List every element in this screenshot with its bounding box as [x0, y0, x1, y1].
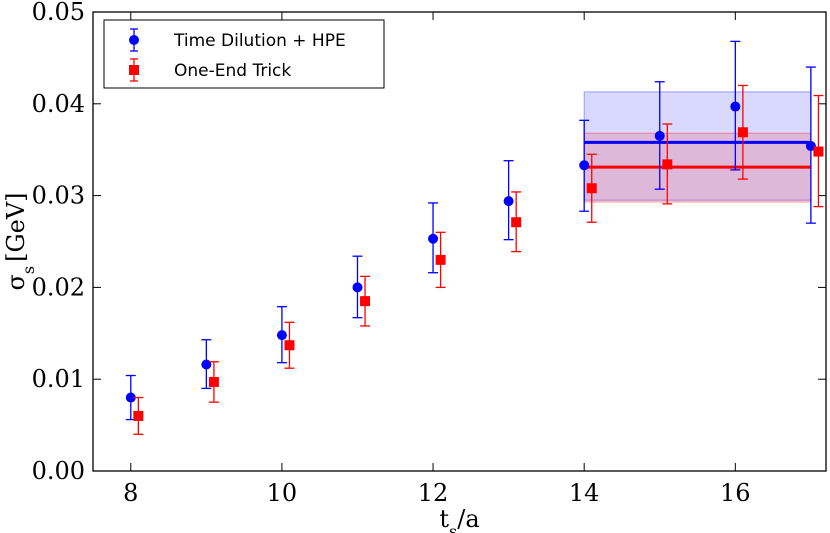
- marker-square: [586, 183, 597, 194]
- legend-marker-square: [129, 65, 139, 75]
- marker-square: [737, 127, 748, 138]
- y-tick-label: 0.01: [32, 365, 85, 393]
- marker-circle: [352, 282, 363, 293]
- plot-frame: [92, 11, 827, 472]
- marker-square: [360, 296, 371, 307]
- data-point: [654, 81, 665, 190]
- data-point: [428, 202, 439, 274]
- legend-entry-time-dilution-hpe: Time Dilution + HPE: [129, 28, 346, 52]
- x-tick-label: 16: [720, 479, 751, 507]
- marker-circle: [125, 392, 136, 403]
- marker-square: [133, 410, 144, 421]
- data-point: [737, 84, 748, 180]
- x-tick-label: 8: [123, 479, 138, 507]
- data-point: [435, 231, 446, 289]
- fit-lines: [584, 140, 811, 169]
- marker-square: [208, 376, 219, 387]
- data-point: [360, 275, 371, 327]
- data-point: [284, 321, 295, 369]
- x-tick-label: 12: [418, 479, 449, 507]
- y-tick-label: 0.03: [32, 182, 85, 210]
- y-tick-label: 0.02: [32, 273, 85, 301]
- data-point: [503, 160, 514, 241]
- legend-marker-circle: [129, 35, 139, 45]
- data-point: [586, 153, 597, 223]
- marker-circle: [805, 141, 816, 152]
- marker-circle: [276, 330, 287, 341]
- data-point: [276, 306, 287, 364]
- marker-circle: [503, 196, 514, 207]
- series-one-end-trick: [133, 84, 824, 435]
- tick-labels: 8 10 12 14 16 0.00 0.01 0.02 0.03 0.04 0.05: [32, 0, 751, 507]
- data-point: [208, 361, 219, 403]
- marker-square: [511, 217, 522, 228]
- y-tick-label: 0.04: [32, 90, 85, 118]
- data-point: [201, 339, 212, 390]
- marker-square: [284, 340, 295, 351]
- marker-square: [813, 146, 824, 157]
- x-axis-label: ts/a: [439, 505, 479, 533]
- marker-square: [435, 254, 446, 265]
- marker-circle: [654, 130, 665, 141]
- data-point: [662, 123, 673, 205]
- data-point: [352, 255, 363, 319]
- legend-label: One-End Trick: [174, 61, 291, 81]
- legend-entry-one-end-trick: One-End Trick: [129, 58, 291, 82]
- series-time-dilution-hpe: [125, 40, 816, 421]
- marker-square: [662, 159, 673, 170]
- legend-box: [103, 19, 385, 89]
- y-tick-label: 0.00: [32, 457, 85, 485]
- marker-circle: [579, 160, 590, 171]
- marker-circle: [730, 101, 741, 112]
- x-tick-label: 10: [267, 479, 298, 507]
- y-tick-label: 0.05: [32, 0, 85, 26]
- legend-label: Time Dilution + HPE: [173, 31, 346, 51]
- x-tick-label: 14: [569, 479, 600, 507]
- data-point: [133, 396, 144, 435]
- marker-circle: [201, 359, 212, 370]
- data-point: [813, 94, 824, 208]
- data-point: [730, 40, 741, 171]
- data-point: [511, 191, 522, 253]
- data-points: [125, 40, 824, 435]
- legend: Time Dilution + HPE One-End Trick: [103, 19, 385, 89]
- y-axis-label: σs[GeV]: [2, 192, 38, 290]
- data-point: [579, 119, 590, 212]
- fit-band-time-dilution-hpe: [583, 91, 812, 201]
- data-point: [125, 374, 136, 421]
- marker-circle: [428, 233, 439, 244]
- fit-bands: [583, 91, 812, 203]
- data-point: [805, 66, 816, 224]
